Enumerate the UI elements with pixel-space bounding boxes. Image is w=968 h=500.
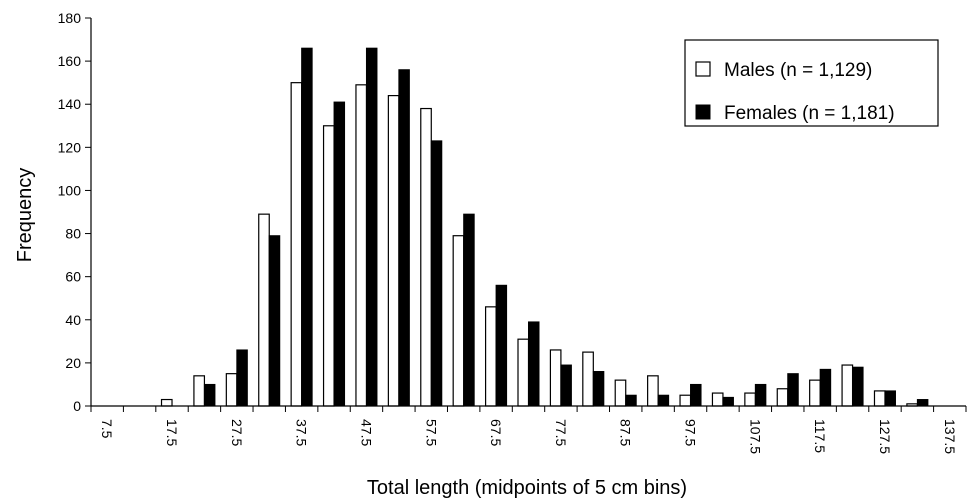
- y-tick-label-80: 80: [65, 226, 81, 242]
- x-tick-label-107.5: 107.5: [747, 419, 763, 454]
- y-tick-label-100: 100: [58, 182, 82, 198]
- bar-male-62.5: [452, 235, 465, 407]
- bar-female-67.5: [495, 284, 508, 407]
- x-tick-label-17.5: 17.5: [164, 419, 180, 446]
- bar-male-67.5: [484, 306, 497, 407]
- y-tick-label-140: 140: [58, 96, 82, 112]
- bar-male-97.5: [679, 394, 692, 407]
- bar-female-57.5: [430, 140, 443, 407]
- bar-female-27.5: [236, 349, 248, 407]
- bar-male-17.5: [160, 398, 173, 407]
- y-axis-title: Frequency: [14, 168, 36, 263]
- bar-male-37.5: [290, 82, 303, 407]
- y-tick-label-0: 0: [73, 398, 81, 414]
- bar-male-102.5: [711, 392, 724, 407]
- x-tick-label-117.5: 117.5: [812, 419, 828, 453]
- y-tick-label-40: 40: [65, 312, 81, 328]
- bar-female-107.5: [754, 383, 767, 407]
- legend-swatch-females: [695, 104, 711, 120]
- bar-male-107.5: [744, 392, 756, 407]
- bar-female-77.5: [560, 364, 572, 407]
- bar-male-122.5: [841, 364, 854, 407]
- x-axis-title: Total length (midpoints of 5 cm bins): [367, 477, 687, 499]
- x-tick-label-27.5: 27.5: [229, 419, 245, 446]
- bar-male-32.5: [258, 213, 270, 407]
- x-tick-label-37.5: 37.5: [294, 419, 310, 446]
- bar-female-92.5: [657, 394, 670, 407]
- x-tick-label-87.5: 87.5: [618, 419, 634, 446]
- x-tick-label-97.5: 97.5: [683, 419, 699, 446]
- bar-male-22.5: [193, 375, 206, 407]
- bar-female-102.5: [722, 396, 734, 407]
- x-axis-ticks: 7.5 17.5 27.5 37.5 47.5 57.5 67.5 77.5 87.5 97.5 1…: [90, 406, 967, 454]
- bar-male-92.5: [647, 375, 659, 407]
- bar-female-122.5: [852, 366, 864, 407]
- bar-male-87.5: [614, 379, 627, 407]
- x-tick-label-77.5: 77.5: [553, 419, 569, 446]
- y-tick-label-60: 60: [65, 269, 81, 285]
- y-tick-label-20: 20: [65, 355, 81, 371]
- x-tick-label-57.5: 57.5: [423, 419, 439, 446]
- x-tick-label-137.5: 137.5: [942, 419, 958, 454]
- y-tick-label-180: 180: [58, 10, 82, 26]
- bar-female-97.5: [690, 383, 702, 407]
- bar-female-82.5: [592, 371, 605, 407]
- y-tick-label-160: 160: [58, 53, 82, 69]
- legend-frame: [684, 39, 939, 127]
- x-tick-label-47.5: 47.5: [358, 419, 374, 446]
- bar-male-82.5: [582, 351, 594, 407]
- bar-male-47.5: [355, 84, 368, 407]
- bar-male-117.5: [809, 379, 821, 407]
- bar-female-52.5: [398, 69, 410, 407]
- bar-female-22.5: [203, 383, 216, 407]
- bar-male-42.5: [322, 125, 335, 407]
- bar-female-117.5: [819, 368, 832, 407]
- bars-layer: [160, 47, 929, 407]
- y-axis-ticks: 0 20 40 60 80 100 120 140 160 180: [58, 10, 91, 414]
- bar-female-87.5: [625, 394, 637, 407]
- bar-female-72.5: [528, 321, 540, 407]
- legend: Males (n = 1,129) Females (n = 1,181): [684, 39, 939, 127]
- bar-male-57.5: [420, 107, 432, 407]
- axes-layer: [90, 18, 966, 407]
- bar-female-42.5: [333, 101, 346, 407]
- bar-female-47.5: [365, 47, 378, 407]
- bar-female-127.5: [884, 390, 896, 407]
- legend-swatch-males: [695, 61, 711, 77]
- bar-male-77.5: [549, 349, 562, 407]
- bar-male-72.5: [517, 338, 530, 407]
- bar-female-32.5: [268, 235, 281, 407]
- bar-female-37.5: [301, 47, 313, 407]
- bar-male-52.5: [387, 94, 400, 407]
- bar-male-127.5: [873, 390, 886, 407]
- legend-label-males: Males (n = 1,129): [724, 60, 872, 81]
- bar-male-112.5: [776, 388, 789, 407]
- x-tick-label-127.5: 127.5: [877, 419, 893, 454]
- bar-female-62.5: [463, 213, 475, 407]
- bar-male-27.5: [225, 373, 238, 407]
- legend-label-females: Females (n = 1,181): [724, 103, 895, 124]
- bar-female-112.5: [787, 373, 799, 407]
- x-tick-label-67.5: 67.5: [488, 419, 504, 446]
- bar-female-132.5: [916, 399, 929, 407]
- y-tick-label-120: 120: [58, 139, 82, 155]
- x-tick-label-7.5: 7.5: [99, 419, 115, 439]
